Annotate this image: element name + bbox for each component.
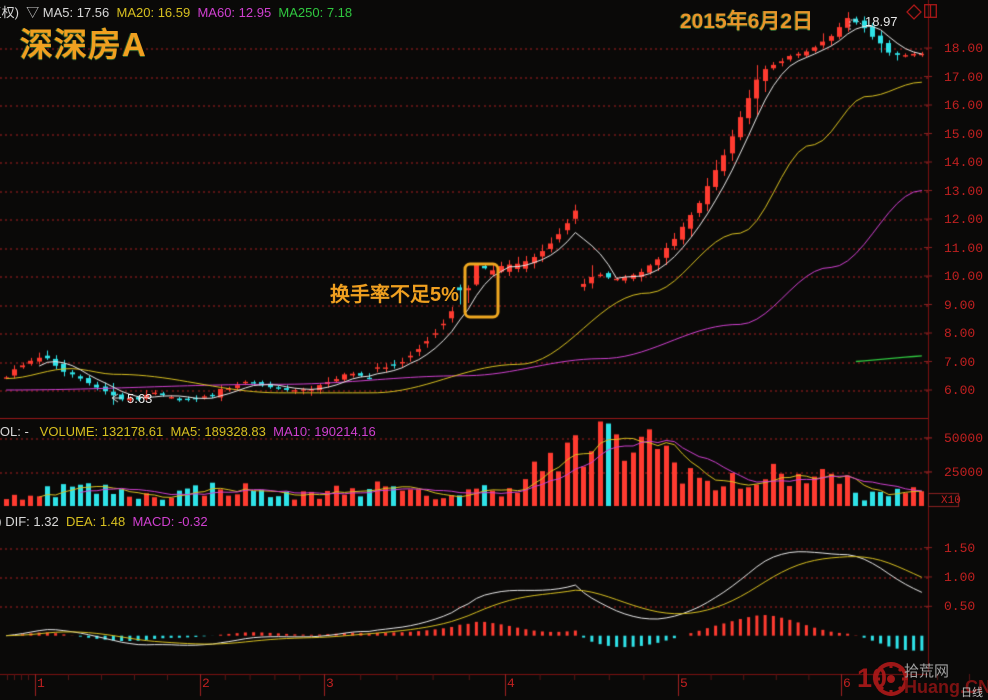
svg-text:日线: 日线 [961,685,983,699]
